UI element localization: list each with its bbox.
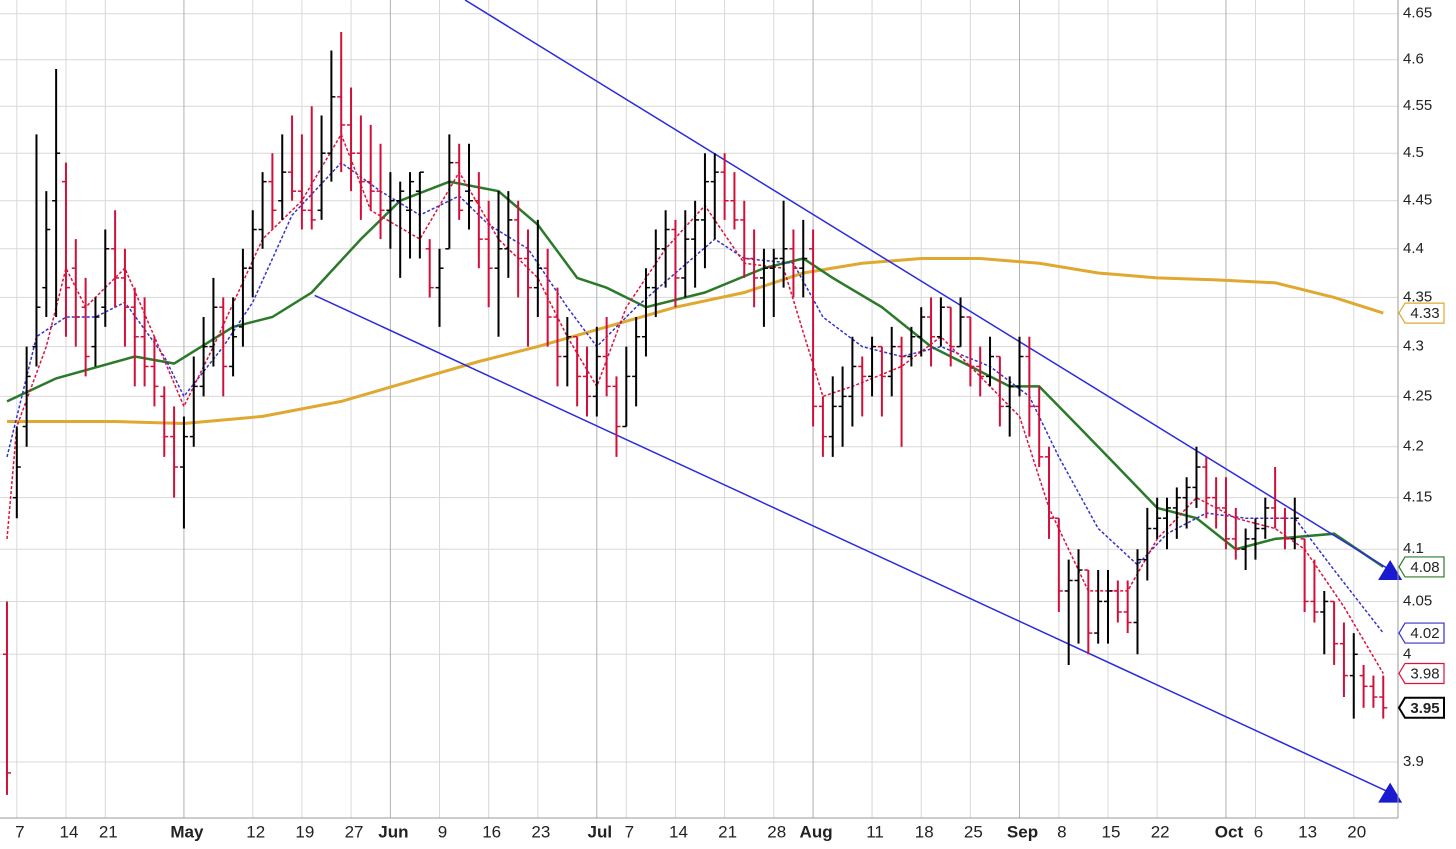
y-tick-label: 4.35 [1403,288,1432,305]
x-tick-label: 21 [718,822,737,841]
x-tick-label: 13 [1298,822,1317,841]
y-tick-label: 4.55 [1403,97,1432,114]
x-tick-label: 14 [60,822,79,841]
y-tick-label: 4.65 [1403,5,1432,22]
y-tick-label: 4.3 [1403,338,1424,355]
x-tick-label: 20 [1347,822,1366,841]
value-tag [1398,302,1445,324]
x-tick-label: 19 [295,822,314,841]
x-tick-label: 14 [669,822,688,841]
x-tick-label: 9 [438,822,447,841]
value-tag-label: 4.02 [1410,625,1439,642]
x-tick-label: Jul [588,822,613,841]
value-tag [1398,662,1445,685]
x-tick-label: 18 [915,822,934,841]
x-tick-label: 11 [866,822,884,841]
labels: 3.9 4 4.05 4.1 4.15 4.2 4.25 4.3 4.35 4.4 4.45 4.5 4… [15,5,1445,841]
trend-arrow [1378,560,1403,581]
x-tick-label: 21 [99,822,118,841]
x-tick-label: 23 [531,822,550,841]
value-tag-label: 4.08 [1410,559,1439,576]
marks [2,0,1403,803]
trend-line [314,294,1391,794]
value-tag-label: 3.98 [1410,665,1439,682]
x-tick-label: 7 [15,822,24,841]
grid [0,0,1398,818]
x-tick-label: 27 [345,822,364,841]
value-tag [1398,622,1445,644]
x-tick-label: 12 [246,822,265,841]
value-tag [1397,696,1445,719]
y-tick-label: 4.05 [1403,592,1432,609]
x-tick-label: Aug [800,822,833,841]
x-tick-label: 15 [1102,822,1121,841]
x-tick-label: May [170,822,204,841]
y-tick-label: 3.9 [1403,753,1424,770]
x-tick-label: 8 [1057,822,1066,841]
x-tick-label: 7 [625,822,634,841]
y-tick-label: 4.6 [1403,51,1424,68]
x-tick-label: 6 [1254,822,1263,841]
trend-arrow [1378,782,1403,803]
y-tick-label: 4.2 [1403,438,1424,455]
value-tag [1398,556,1445,578]
y-tick-label: 4 [1403,645,1411,662]
value-tag-label: 4.33 [1410,305,1439,322]
moving-average [6,180,1384,568]
trend-line [464,0,1391,571]
x-tick-label: 28 [767,822,786,841]
y-tick-label: 4.25 [1403,387,1432,404]
value-tag-label: 3.95 [1410,700,1439,717]
y-tick-label: 4.15 [1403,489,1432,506]
y-tick-label: 4.1 [1403,540,1424,557]
y-tick-label: 4.5 [1403,144,1424,161]
x-tick-label: Oct [1215,822,1244,841]
x-tick-label: 22 [1151,822,1170,841]
x-tick-label: Jun [378,822,408,841]
y-tick-label: 4.45 [1403,192,1432,209]
x-tick-label: 16 [482,822,501,841]
x-tick-label: Sep [1007,822,1038,841]
plot-area [0,0,1398,818]
x-tick-label: 25 [964,822,983,841]
y-tick-label: 4.4 [1403,240,1424,257]
